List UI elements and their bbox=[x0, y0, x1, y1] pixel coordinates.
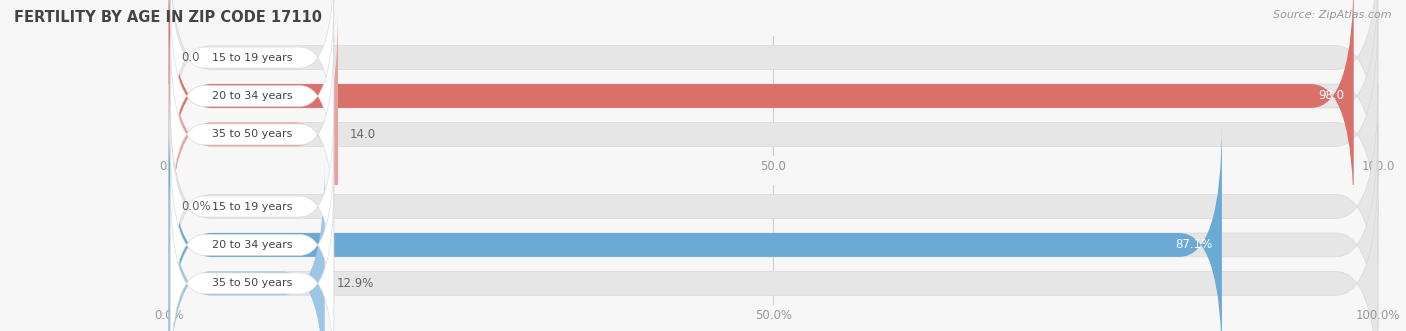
FancyBboxPatch shape bbox=[169, 122, 1222, 331]
Text: 12.9%: 12.9% bbox=[337, 277, 374, 290]
Text: 14.0: 14.0 bbox=[350, 128, 377, 141]
Text: 20 to 34 years: 20 to 34 years bbox=[212, 91, 292, 101]
Text: 0.0: 0.0 bbox=[181, 51, 200, 64]
FancyBboxPatch shape bbox=[169, 84, 1378, 329]
FancyBboxPatch shape bbox=[170, 0, 333, 155]
FancyBboxPatch shape bbox=[169, 12, 1378, 257]
FancyBboxPatch shape bbox=[170, 37, 333, 232]
Text: 15 to 19 years: 15 to 19 years bbox=[212, 53, 292, 63]
Text: 0.0%: 0.0% bbox=[181, 200, 211, 213]
Text: 87.1%: 87.1% bbox=[1175, 238, 1212, 252]
FancyBboxPatch shape bbox=[169, 0, 1378, 180]
FancyBboxPatch shape bbox=[169, 161, 1378, 331]
FancyBboxPatch shape bbox=[170, 0, 333, 193]
FancyBboxPatch shape bbox=[169, 0, 1378, 218]
FancyBboxPatch shape bbox=[170, 186, 333, 331]
FancyBboxPatch shape bbox=[169, 12, 337, 257]
Text: 35 to 50 years: 35 to 50 years bbox=[212, 129, 292, 139]
Text: FERTILITY BY AGE IN ZIP CODE 17110: FERTILITY BY AGE IN ZIP CODE 17110 bbox=[14, 10, 322, 25]
FancyBboxPatch shape bbox=[169, 122, 1378, 331]
Text: Source: ZipAtlas.com: Source: ZipAtlas.com bbox=[1274, 10, 1392, 20]
FancyBboxPatch shape bbox=[170, 148, 333, 331]
Text: 98.0: 98.0 bbox=[1317, 89, 1344, 103]
FancyBboxPatch shape bbox=[169, 0, 1354, 218]
FancyBboxPatch shape bbox=[169, 161, 325, 331]
Text: 15 to 19 years: 15 to 19 years bbox=[212, 202, 292, 212]
Text: 35 to 50 years: 35 to 50 years bbox=[212, 278, 292, 288]
Text: 20 to 34 years: 20 to 34 years bbox=[212, 240, 292, 250]
FancyBboxPatch shape bbox=[170, 109, 333, 304]
